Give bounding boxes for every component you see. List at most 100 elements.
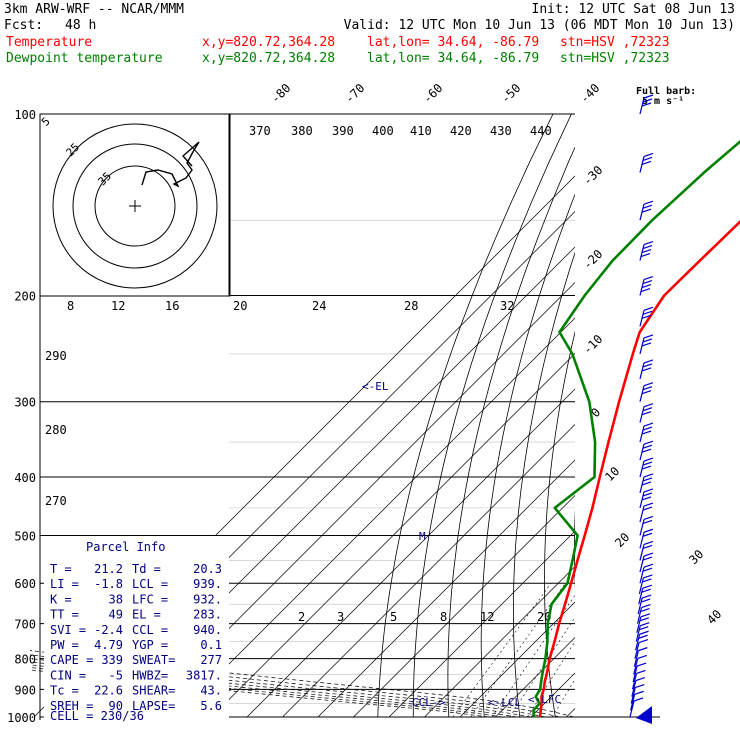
theta-label-top-440: 440 [530,124,552,138]
wind-barb-375 [639,440,654,461]
parcel-row-8-col-0: Tc = [50,684,79,698]
wind-barb-350 [639,422,654,443]
wind-barb-675 [637,594,652,615]
parcel-row-3-col-1: 49 [109,608,123,622]
dry-adiabat-310 [574,508,575,589]
wind-barb-250 [639,334,654,355]
theta-label-top-380: 380 [291,124,313,138]
parcel-row-2-col-0: K = [50,592,72,606]
parcel-row-1-col-0: LI = [50,577,79,591]
parcel-row-5-col-2: YGP = [132,638,168,652]
parcel-row-2-col-3: 932. [193,592,222,606]
wind-barb-425 [639,473,654,494]
isobar-label-800: 800 [14,653,36,667]
wind-barb-325 [639,403,654,423]
isotherm-label-top--60: -60 [420,81,445,106]
isobar-label-600: 600 [14,577,36,591]
mixing-label-upper-8: 8 [67,299,74,313]
theta-label-top-430: 430 [490,124,512,138]
mixing-label-lower-3: 3 [337,610,344,624]
isobar-label-400: 400 [14,471,36,485]
el-marker: <-EL [362,380,389,393]
theta-label-top-400: 400 [372,124,394,138]
isotherm-label-right--30: -30 [580,163,605,188]
temperature-latlon: lat,lon= 34.64, -86.79 [367,35,539,50]
parcel-row-4-col-2: CCL = [132,623,168,637]
wind-barb-125 [639,152,654,173]
parcel-row-9-col-3: 5.6 [200,699,222,713]
wind-barb-300 [639,382,654,402]
parcel-row-4-col-3: 940. [193,623,222,637]
parcel-row-9-col-1: 90 [109,699,123,713]
wind-barb-200 [639,275,654,296]
dry-adiabat-260 [412,114,572,717]
temperature-xy: x,y=820.72,364.28 [202,35,335,50]
isotherm-label-top--50: -50 [498,81,523,106]
isobar-label-300: 300 [14,396,36,410]
parcel-row-2-col-1: 38 [109,592,123,606]
mixing-ratio-8 [509,616,575,718]
wind-barb-275 [639,359,654,380]
mixing-label-upper-16: 16 [165,299,179,313]
dewpoint-xy: x,y=820.72,364.28 [202,51,335,66]
sounding-curves [532,139,740,718]
isotherm-50 [638,114,740,717]
parcel-row-1-col-2: LCL = [132,577,168,591]
wind-barb-600 [639,563,654,584]
wind-barb-1000 [629,697,644,718]
dry-adiabat-290 [513,251,575,718]
isotherm--80 [175,317,575,718]
barb-unit-label: 5 m s⁻¹ [642,96,684,107]
parcel-info-box [44,536,229,720]
wind-barb-650 [638,584,652,605]
wind-barb-625 [638,574,653,595]
isobar-label-100: 100 [14,108,36,122]
wind-barb-775 [635,630,649,651]
mixing-ratio-5 [491,594,575,718]
temperature-curve [538,220,740,718]
parcel-row-3-col-3: 283. [193,608,222,622]
parcel-row-7-col-2: HWBZ= [132,668,168,682]
theta-label-left-270: 270 [45,494,67,508]
ccl-marker: CCL-> [412,696,445,709]
parcel-row-7-col-0: CIN = [50,668,86,682]
wind-barb-550 [639,540,654,561]
valid-time: Valid: 12 UTC Mon 10 Jun 13 (06 MDT Mon … [344,18,735,33]
wind-barb-150 [639,200,654,221]
parcel-info: Parcel Info T = 21.2 Td = 20.3 LI = -1.8 LCL =… [44,536,229,723]
dry-adiabat-250 [377,114,554,718]
fcst-hours: 48 h [65,18,96,33]
parcel-row-9-col-2: LAPSE= [132,699,175,713]
wind-barb-975 [630,690,644,711]
parcel-row-3-col-0: TT = [50,608,79,622]
isobar-label-900: 900 [14,683,36,697]
mixing-label-upper-24: 24 [312,299,326,313]
wind-barb-500 [639,515,654,536]
dewpoint-curve [532,139,740,718]
full-barb-label: Full barb: [636,86,696,97]
mixing-label-upper-32: 32 [500,299,514,313]
wind-barb-875 [632,662,647,683]
parcel-row-7-col-3: 3817. [186,668,222,682]
parcel-info-cell: CELL = 230/36 [50,709,144,723]
mixing-label-upper-20: 20 [233,299,247,313]
wind-barb-850 [633,654,647,675]
isotherm--50 [282,424,575,718]
mixing-ratio-20 [552,678,575,718]
mixing-label-upper-28: 28 [404,299,418,313]
dry-adiabat-350 [686,114,737,717]
plot-frame [39,114,230,720]
parcel-info-title: Parcel Info [86,540,165,554]
wind-barb-175 [639,240,654,261]
m-marker: M [419,530,426,543]
theta-label-left-280: 280 [45,423,67,437]
hodograph-ring-inner [94,165,176,247]
isotherm-label-right-10: 10 [602,464,622,484]
isotherm--60 [246,388,575,718]
fcst-label: Fcst: [4,18,43,33]
isotherm-label-top--70: -70 [342,81,367,106]
theta-label-top-420: 420 [450,124,472,138]
isobar-label-200: 200 [14,290,36,304]
dry-adiabat-300 [544,330,575,718]
isotherm-label-right-20: 20 [612,530,632,550]
